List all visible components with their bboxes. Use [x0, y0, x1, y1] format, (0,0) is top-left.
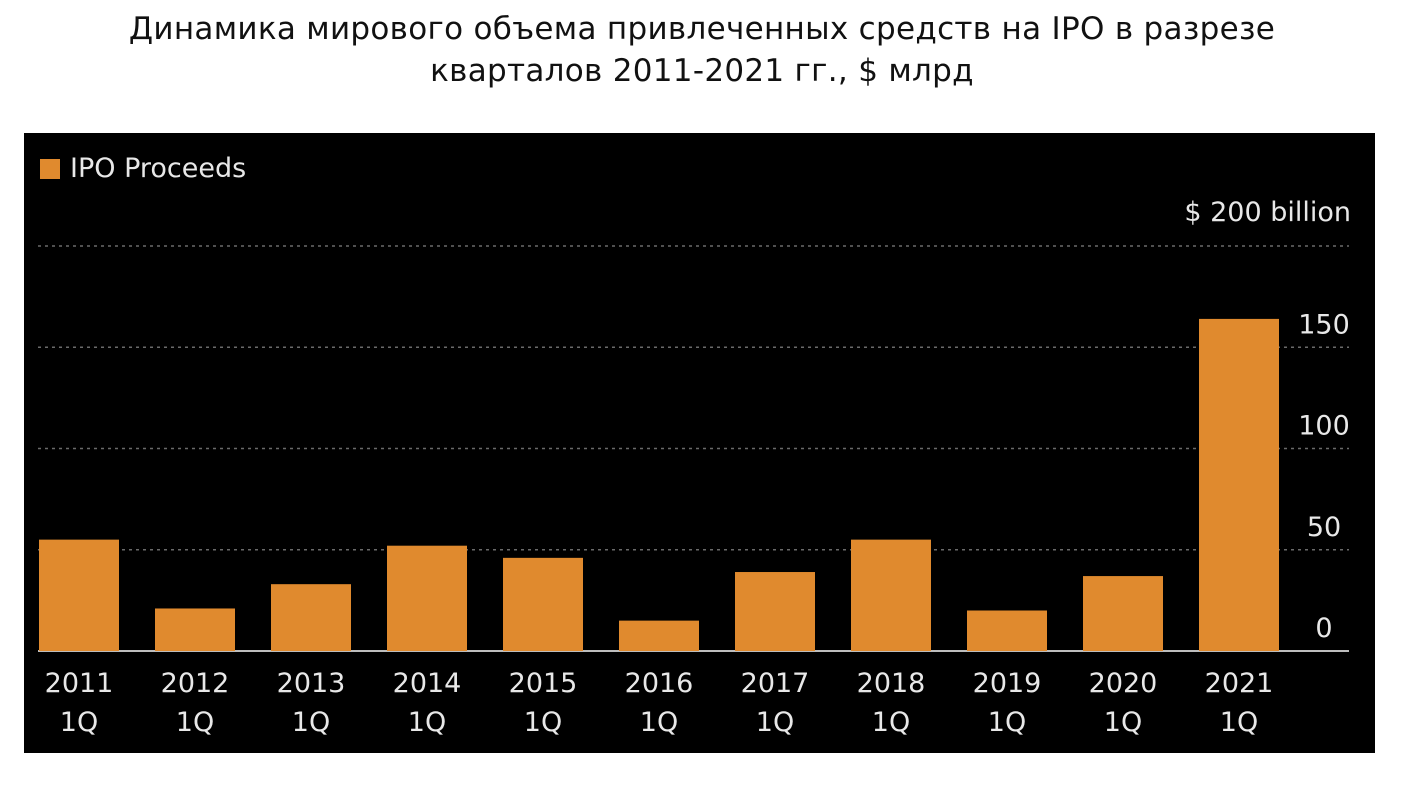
bar-2013	[271, 584, 351, 651]
bar-2011	[39, 539, 119, 651]
x-tick-label-quarter-2021: 1Q	[1220, 707, 1258, 738]
x-tick-label-quarter-2016: 1Q	[640, 707, 678, 738]
bar-2015	[503, 557, 583, 651]
y-tick-label-150: 150	[1298, 309, 1350, 340]
x-tick-label-year-2014: 2014	[393, 668, 462, 699]
x-tick-label-year-2015: 2015	[509, 668, 578, 699]
x-tick-label-quarter-2017: 1Q	[756, 707, 794, 738]
x-tick-label-year-2020: 2020	[1089, 668, 1158, 699]
legend-label: IPO Proceeds	[70, 153, 247, 184]
x-tick-label-quarter-2018: 1Q	[872, 707, 910, 738]
x-tick-label-year-2021: 2021	[1205, 668, 1274, 699]
x-tick-label-year-2012: 2012	[161, 668, 230, 699]
bar-2017	[735, 572, 815, 651]
chart-title-line-1: Динамика мирового объема привлеченных ср…	[128, 11, 1276, 47]
chart-title-line-2: кварталов 2011-2021 гг., $ млрд	[430, 53, 974, 89]
x-tick-label-quarter-2015: 1Q	[524, 707, 562, 738]
x-tick-label-year-2017: 2017	[741, 668, 810, 699]
bar-2019	[967, 610, 1047, 651]
y-axis-unit-label: $ 200 billion	[1184, 197, 1351, 228]
bar-2021	[1199, 318, 1279, 651]
bar-2012	[155, 608, 235, 651]
bar-2016	[619, 620, 699, 651]
x-tick-label-year-2019: 2019	[973, 668, 1042, 699]
legend-swatch	[40, 158, 60, 179]
chart-title: Динамика мирового объема привлеченных ср…	[0, 8, 1404, 92]
bar-2020	[1083, 576, 1163, 651]
x-tick-label-year-2016: 2016	[625, 668, 694, 699]
x-tick-label-quarter-2014: 1Q	[408, 707, 446, 738]
x-tick-label-quarter-2011: 1Q	[60, 707, 98, 738]
bar-chart: 0 50 100 150 2011 1Q 2012 1Q 2013 1Q 2014 1Q 2015 1Q 2…	[38, 245, 1350, 738]
bar-2018	[851, 539, 931, 651]
x-tick-label-quarter-2020: 1Q	[1104, 707, 1142, 738]
x-tick-label-quarter-2012: 1Q	[176, 707, 214, 738]
legend: IPO Proceeds	[40, 153, 246, 184]
y-tick-label-50: 50	[1307, 512, 1341, 543]
x-tick-label-year-2013: 2013	[277, 668, 346, 699]
y-tick-label-0: 0	[1315, 613, 1332, 644]
y-tick-label-100: 100	[1298, 411, 1350, 442]
x-tick-label-quarter-2019: 1Q	[988, 707, 1026, 738]
bar-2014	[387, 545, 467, 651]
x-tick-label-year-2018: 2018	[857, 668, 926, 699]
chart-panel: 0 50 100 150 2011 1Q 2012 1Q 2013 1Q 2014 1Q 2015 1Q 2…	[24, 133, 1375, 753]
x-tick-label-quarter-2013: 1Q	[292, 707, 330, 738]
x-tick-label-year-2011: 2011	[45, 668, 114, 699]
